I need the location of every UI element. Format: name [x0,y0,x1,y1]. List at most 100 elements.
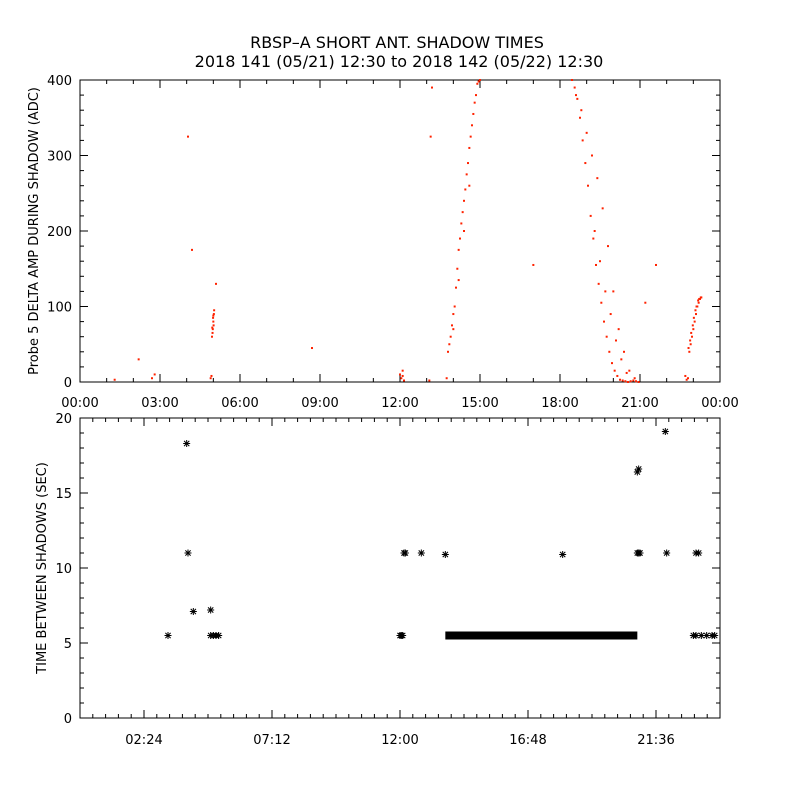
data-point [604,290,607,293]
data-point [690,331,693,334]
data-point [212,320,215,323]
data-point [575,94,577,97]
x-tick-label: 12:00 [381,396,418,411]
data-point [699,296,702,299]
data-point [637,381,640,383]
y-tick-label: 15 [55,487,72,502]
data-point [463,199,465,202]
data-point [212,316,215,319]
data-point [584,162,587,165]
data-point [215,632,223,639]
data-point [613,369,616,372]
data-point [688,350,691,353]
data-point [591,154,593,157]
data-point [687,347,690,350]
data-point [689,339,692,342]
title-line-1: RBSP–A SHORT ANT. SHADOW TIMES [250,33,544,52]
data-point [189,608,197,615]
data-point [611,362,613,365]
data-point [211,335,213,338]
data-point [684,374,687,377]
data-point [137,358,140,361]
bottom-panel: TIME BETWEEN SHADOWS (SEC) 02:24 07:12 12:0… [35,412,721,748]
data-point [164,632,172,639]
data-point [457,279,460,282]
x-tick-label: 02:24 [125,733,162,748]
data-point [603,320,605,323]
data-point [113,378,116,381]
data-point [698,297,701,300]
data-point [600,301,603,304]
x-tick-label: 06:00 [221,396,258,411]
data-point [187,135,189,138]
data-point [449,335,452,338]
data-point [599,260,601,263]
data-point [592,237,595,240]
data-point [609,313,612,316]
data-point [465,173,468,176]
data-point [608,350,611,353]
data-point [692,328,695,331]
data-point [460,222,463,225]
data-point [403,379,405,382]
data-point [207,606,215,614]
data-point [431,86,433,89]
y-tick-label: 0 [64,712,72,727]
data-point [694,309,697,312]
data-point [619,378,621,381]
data-point [597,282,600,285]
data-point [623,350,625,353]
data-point [428,379,431,382]
data-point [644,301,647,304]
data-point [463,230,465,232]
data-point [693,320,696,323]
data-point [616,374,619,377]
x-tick-label: 16:48 [509,733,546,748]
y-tick-label: 100 [47,301,72,316]
y-axis-label: Probe 5 DELTA AMP DURING SHADOW (ADC) [27,87,42,375]
data-point [695,549,703,557]
data-point [625,371,628,374]
data-point [209,377,212,380]
data-point [471,124,473,127]
data-point [595,263,597,266]
y-tick-label: 10 [55,562,72,577]
data-point [691,335,693,338]
y-tick-label: 0 [64,376,72,391]
data-point [621,379,624,382]
data-point [399,632,407,639]
y-tick-label: 200 [47,225,72,240]
data-point [212,314,215,317]
data-point [191,248,193,251]
data-point [695,313,697,316]
x-tick-label: 07:12 [253,733,290,748]
data-point [475,94,477,97]
data-point [655,263,657,266]
data-point [628,369,631,372]
data-point [587,184,589,187]
data-point [571,79,573,81]
data-point [469,135,472,138]
data-point [467,162,469,165]
data-point [448,343,451,346]
data-point [210,374,213,377]
data-point [627,381,629,383]
data-point [692,316,695,319]
data-point [211,328,214,331]
y-tick-label: 400 [47,74,72,89]
data-point [532,263,535,266]
data-point [687,377,689,380]
data-point [401,374,404,377]
data-point [615,339,617,342]
top-panel: Probe 5 DELTA AMP DURING SHADOW (ADC) 00:… [27,74,739,411]
x-tick-label: 09:00 [301,396,338,411]
data-point [629,380,632,383]
data-point [593,230,596,232]
data-point [461,211,464,214]
data-point [447,350,449,353]
x-tick-label: 21:00 [621,396,658,411]
data-point [441,551,449,558]
data-point [399,373,401,376]
data-point [685,378,688,381]
